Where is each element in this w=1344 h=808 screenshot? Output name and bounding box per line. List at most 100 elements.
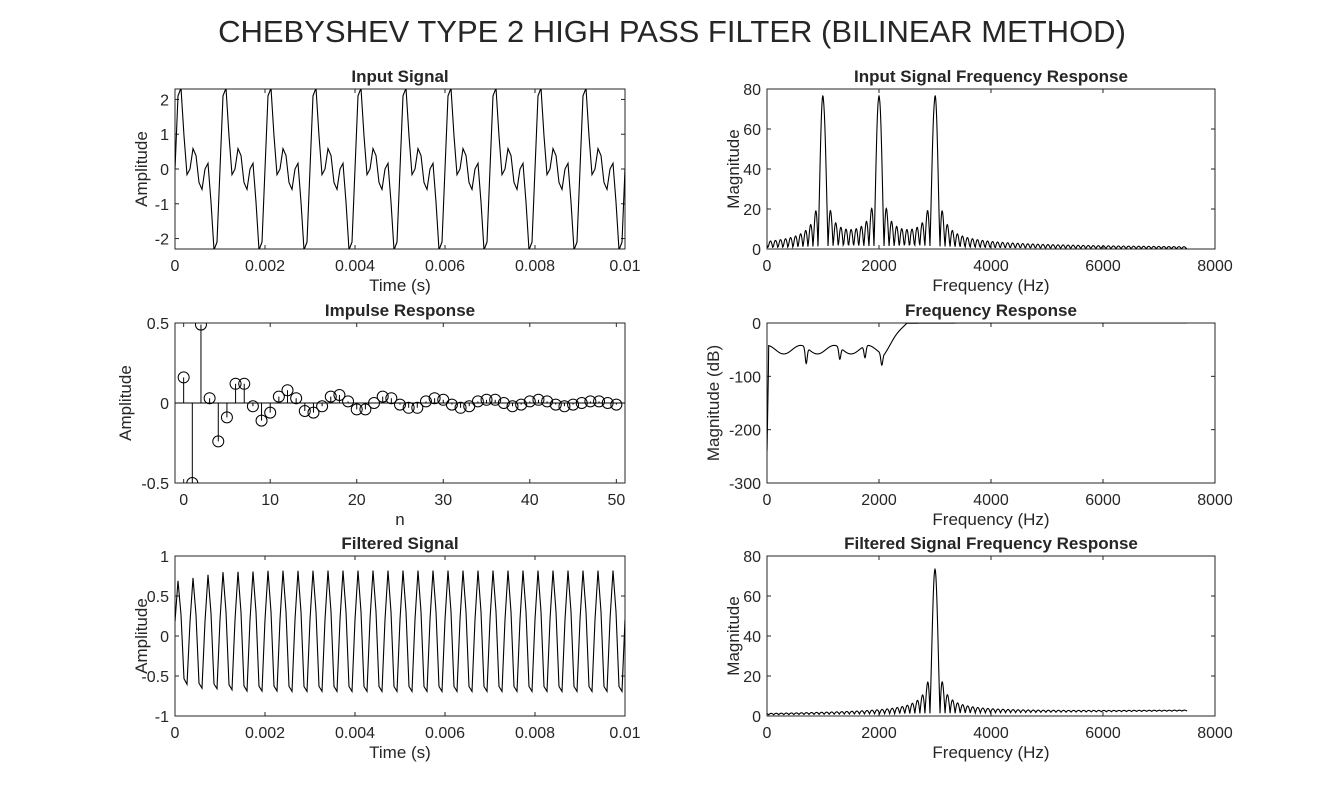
stem-marker [307, 406, 320, 419]
stem-marker [255, 414, 268, 427]
stem-marker [480, 393, 493, 406]
series-line [175, 89, 625, 249]
stem-marker [454, 401, 467, 414]
stem-marker [489, 393, 502, 406]
x-axis-label: n [395, 510, 404, 529]
subplot-filtered_spectrum: 0 2000 4000 6000 8000 0 20 40 60 80 Filtered Signa… [724, 534, 1233, 762]
x-tick-label: 0.008 [515, 258, 555, 275]
y-axis-label: Magnitude [724, 129, 743, 208]
x-axis-label: Time (s) [369, 276, 431, 295]
stem-marker [264, 406, 277, 419]
stem-marker [368, 397, 381, 409]
stem-marker [515, 398, 528, 411]
stem-marker [506, 400, 519, 413]
stem-marker [575, 397, 588, 409]
subplot-title: Input Signal Frequency Response [854, 67, 1128, 86]
stem-marker [194, 323, 207, 331]
x-tick-label: 20 [348, 492, 366, 509]
x-tick-label: 0 [763, 725, 772, 742]
x-tick-label: 0 [179, 492, 188, 509]
x-tick-label: 0.006 [425, 258, 465, 275]
stem-marker [601, 397, 614, 409]
stem-marker [471, 395, 484, 408]
stem-marker [385, 392, 398, 405]
x-tick-label: 0.01 [609, 725, 640, 742]
y-tick-label: -0.5 [141, 669, 169, 686]
x-tick-label: 4000 [973, 258, 1009, 275]
data-layer [767, 94, 1188, 249]
stem-marker [272, 390, 285, 403]
x-tick-label: 0 [171, 258, 180, 275]
subplot-filter_frequency_response: 0 2000 4000 6000 8000 -300 -200 -100 0 Frequency … [704, 301, 1233, 529]
y-tick-label: 0 [752, 316, 761, 333]
stem-marker [212, 435, 225, 448]
stem-marker [567, 398, 580, 411]
axes-box [766, 322, 1216, 484]
stem-marker [333, 389, 346, 401]
stem-marker [203, 392, 216, 405]
x-tick-label: 4000 [973, 725, 1009, 742]
subplot-input_signal: 0 0.002 0.004 0.006 0.008 0.01 -2 -1 0 1 2 Input Si… [132, 67, 641, 295]
series-line [175, 570, 625, 694]
x-tick-label: 0.01 [609, 258, 640, 275]
y-tick-label: 40 [743, 162, 761, 179]
x-tick-label: 50 [607, 492, 625, 509]
y-tick-label: -1 [155, 197, 169, 214]
y-tick-label: 0 [752, 709, 761, 726]
stem-marker [220, 411, 233, 424]
axes-box [766, 88, 1216, 250]
stem-marker [541, 395, 554, 408]
x-tick-label: 2000 [861, 492, 897, 509]
data-layer [175, 323, 625, 483]
y-axis-label: Amplitude [132, 131, 151, 207]
stem-marker [428, 392, 441, 405]
y-axis-label: Magnitude (dB) [704, 345, 723, 461]
stem-marker [394, 398, 406, 411]
x-axis-label: Frequency (Hz) [932, 743, 1049, 762]
stem-marker [246, 400, 259, 413]
stem-marker [298, 405, 311, 417]
x-tick-label: 6000 [1085, 258, 1121, 275]
y-axis-label: Amplitude [116, 365, 135, 441]
stem-marker [549, 398, 562, 411]
stem-marker [497, 397, 510, 409]
y-axis-label: Magnitude [724, 596, 743, 675]
stem-marker [350, 403, 363, 416]
y-tick-label: 20 [743, 202, 761, 219]
x-tick-label: 0 [171, 725, 180, 742]
y-tick-label: -100 [729, 369, 761, 386]
stem-marker [281, 384, 294, 397]
data-layer [175, 89, 625, 249]
y-tick-label: -2 [155, 232, 169, 249]
x-tick-label: 0 [763, 258, 772, 275]
y-tick-label: 2 [160, 92, 169, 109]
x-tick-label: 10 [261, 492, 279, 509]
x-tick-label: 0.002 [245, 258, 285, 275]
x-axis-label: Frequency (Hz) [932, 510, 1049, 529]
x-tick-label: 6000 [1085, 725, 1121, 742]
y-tick-label: 0 [752, 242, 761, 259]
stem-marker [177, 371, 190, 384]
y-tick-label: 0 [160, 629, 169, 646]
subplot-impulse_response: 0 10 20 30 40 50 -0.5 0 0.5 Impulse Response n Ampl… [116, 301, 626, 529]
x-tick-label: 30 [434, 492, 452, 509]
x-tick-label: 0.008 [515, 725, 555, 742]
axes-box [766, 555, 1216, 717]
subplot-input_spectrum: 0 2000 4000 6000 8000 0 20 40 60 80 Input Signal F… [724, 67, 1233, 295]
stem-marker [342, 395, 355, 408]
x-tick-label: 0.006 [425, 725, 465, 742]
x-axis-label: Time (s) [369, 743, 431, 762]
y-tick-label: 40 [743, 629, 761, 646]
y-tick-label: 60 [743, 589, 761, 606]
y-axis-label: Amplitude [132, 598, 151, 674]
subplot-title: Filtered Signal [341, 534, 458, 553]
stem-marker [419, 395, 432, 408]
x-tick-label: 0.004 [335, 725, 375, 742]
y-tick-label: 0.5 [147, 316, 169, 333]
y-tick-label: 0 [160, 162, 169, 179]
y-tick-label: -200 [729, 423, 761, 440]
stem-marker [523, 395, 536, 408]
stem-marker [238, 377, 251, 390]
stem-marker [445, 398, 458, 411]
